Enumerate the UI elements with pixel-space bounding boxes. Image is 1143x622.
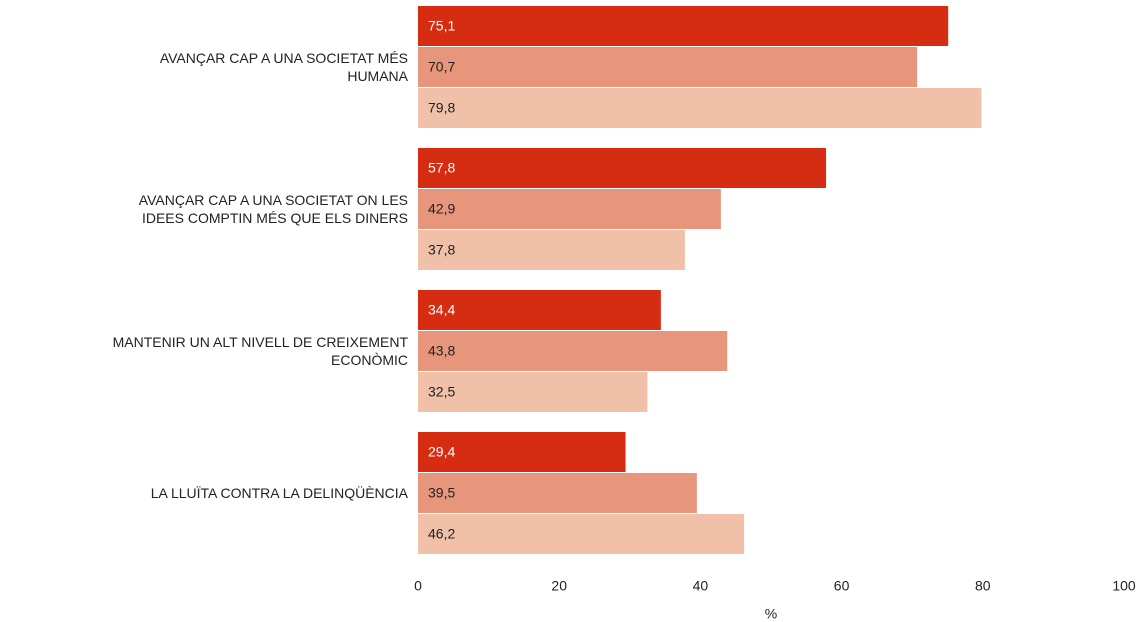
value-label: 42,9 bbox=[428, 201, 455, 217]
bar bbox=[418, 290, 661, 330]
value-label: 70,7 bbox=[428, 59, 455, 75]
bar bbox=[418, 148, 827, 188]
category-label: MANTENIR UN ALT NIVELL DE CREIXEMENT ECO… bbox=[112, 334, 408, 368]
bar bbox=[418, 372, 648, 412]
bar bbox=[418, 47, 918, 87]
bar bbox=[418, 473, 697, 513]
x-tick-label: 0 bbox=[414, 578, 422, 594]
value-label: 79,8 bbox=[428, 100, 455, 116]
value-label: 75,1 bbox=[428, 18, 455, 34]
bar bbox=[418, 432, 626, 472]
x-tick-label: 20 bbox=[551, 578, 567, 594]
bar bbox=[418, 230, 685, 270]
value-label: 43,8 bbox=[428, 343, 455, 359]
value-label: 46,2 bbox=[428, 526, 455, 542]
value-label: 39,5 bbox=[428, 485, 455, 501]
x-tick-label: 40 bbox=[693, 578, 709, 594]
value-label: 32,5 bbox=[428, 384, 455, 400]
category-label: AVANÇAR CAP A UNA SOCIETAT MÉS HUMANA bbox=[159, 50, 408, 84]
x-tick-label: 100 bbox=[1112, 578, 1136, 594]
x-tick-label: 60 bbox=[834, 578, 850, 594]
value-label: 34,4 bbox=[428, 302, 455, 318]
bar bbox=[418, 331, 728, 371]
bar bbox=[418, 189, 721, 229]
value-label: 57,8 bbox=[428, 160, 455, 176]
x-tick-label: 80 bbox=[975, 578, 991, 594]
value-label: 37,8 bbox=[428, 242, 455, 258]
value-label: 29,4 bbox=[428, 444, 455, 460]
category-label: LA LLUÏTA CONTRA LA DELINQÜÈNCIA bbox=[150, 485, 408, 501]
bar bbox=[418, 514, 745, 554]
bar bbox=[418, 88, 982, 128]
bar bbox=[418, 6, 949, 46]
category-label: AVANÇAR CAP A UNA SOCIETAT ON LES IDEES … bbox=[138, 192, 408, 226]
x-axis-label: % bbox=[765, 606, 777, 622]
